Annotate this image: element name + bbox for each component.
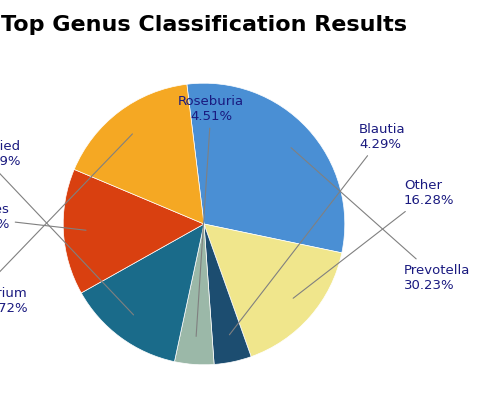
Text: Unclassified
13.49%: Unclassified 13.49%: [0, 140, 133, 315]
Wedge shape: [204, 224, 251, 364]
Wedge shape: [174, 224, 214, 365]
Text: Other
16.28%: Other 16.28%: [293, 179, 455, 298]
Wedge shape: [81, 224, 204, 362]
Text: Roseburia
4.51%: Roseburia 4.51%: [178, 94, 244, 336]
Wedge shape: [74, 84, 204, 224]
Text: Blautia
4.29%: Blautia 4.29%: [229, 123, 406, 335]
Text: Prevotella
30.23%: Prevotella 30.23%: [291, 148, 470, 292]
Wedge shape: [63, 170, 204, 293]
Text: Bacteroides
14.48%: Bacteroides 14.48%: [0, 203, 86, 231]
Title: Top Genus Classification Results: Top Genus Classification Results: [1, 15, 407, 35]
Text: Faecalibacterium
16.72%: Faecalibacterium 16.72%: [0, 134, 132, 316]
Wedge shape: [204, 224, 342, 357]
Wedge shape: [187, 83, 345, 253]
